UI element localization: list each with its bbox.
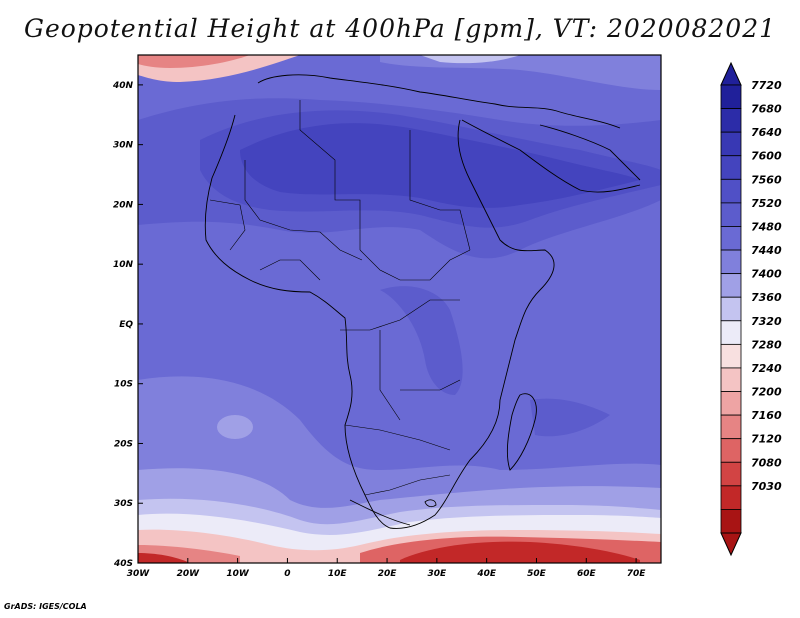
colorbar-swatch bbox=[720, 178, 742, 204]
colorbar-bottom-arrow bbox=[720, 532, 742, 557]
lat-tick-label: 20S bbox=[114, 439, 133, 449]
colorbar-level-label: 7320 bbox=[751, 315, 782, 328]
lon-tick-label: 20E bbox=[378, 569, 398, 579]
colorbar-swatch bbox=[720, 131, 742, 157]
colorbar-swatch bbox=[720, 509, 742, 534]
lon-tick-label: 20W bbox=[177, 569, 201, 579]
lon-tick-label: 0 bbox=[284, 569, 290, 579]
lat-tick-label: 30S bbox=[114, 499, 133, 509]
colorbar-level-label: 7440 bbox=[751, 244, 782, 257]
colorbar-swatch bbox=[720, 108, 742, 133]
coastlines bbox=[204, 74, 641, 529]
colorbar-level-label: 7240 bbox=[751, 362, 782, 375]
colorbar-level-label: 7480 bbox=[751, 220, 782, 233]
colorbar-swatch bbox=[720, 414, 742, 440]
colorbar-swatch bbox=[720, 296, 742, 322]
colorbar-level-label: 7520 bbox=[751, 197, 782, 210]
colorbar-level-label: 7640 bbox=[751, 126, 782, 139]
colorbar-level-label: 7360 bbox=[751, 291, 782, 304]
lon-tick-label: 70E bbox=[627, 569, 647, 579]
lat-tick-label: 40N bbox=[112, 81, 134, 91]
lon-tick-label: 50E bbox=[527, 569, 547, 579]
colorbar-level-label: 7160 bbox=[751, 409, 782, 422]
colorbar-level-label: 7120 bbox=[751, 433, 782, 446]
colorbar: 7720 7680 7640 7600 7560 7520 7480 7440 7400 7360… bbox=[720, 61, 782, 557]
country-borders bbox=[209, 100, 471, 496]
colorbar-swatch bbox=[720, 438, 742, 463]
lat-tick-label: 10N bbox=[113, 260, 134, 270]
colorbar-swatch bbox=[720, 320, 742, 345]
lon-tick-label: 30W bbox=[127, 569, 151, 579]
colorbar-swatch bbox=[720, 249, 742, 275]
colorbar-level-label: 7560 bbox=[751, 173, 782, 186]
lon-tick-label: 60E bbox=[577, 569, 597, 579]
colorbar-swatch bbox=[720, 226, 742, 251]
lat-tick-label: 30N bbox=[113, 141, 134, 151]
lon-tick-label: 30E bbox=[428, 569, 448, 579]
colorbar-level-label: 7400 bbox=[751, 268, 782, 281]
colorbar-swatch bbox=[720, 461, 742, 487]
colorbar-swatch bbox=[720, 485, 742, 510]
colorbar-level-label: 7600 bbox=[751, 150, 782, 163]
colorbar-swatch bbox=[720, 273, 742, 298]
colorbar-level-label: 7280 bbox=[751, 338, 782, 351]
map-figure: 40N 30N 20N 10N EQ 10S 20S 30S 40S 30W 20W 10W 0 10E… bbox=[112, 54, 782, 579]
colorbar-swatch bbox=[720, 202, 742, 227]
lat-tick-label: 40S bbox=[113, 559, 133, 569]
lat-tick-label: 10S bbox=[114, 380, 133, 390]
lat-tick-label: EQ bbox=[119, 320, 133, 330]
colorbar-swatch bbox=[720, 367, 742, 392]
colorbar-swatch bbox=[720, 84, 742, 109]
colorbar-level-label: 7080 bbox=[751, 456, 782, 469]
footer-credit: GrADS: IGES/COLA bbox=[4, 602, 87, 611]
longitude-axis: 30W 20W 10W 0 10E 20E 30E 40E 50E 60E 70E bbox=[127, 558, 647, 579]
latitude-axis: 40N 30N 20N 10N EQ 10S 20S 30S 40S bbox=[112, 81, 143, 569]
lat-tick-label: 20N bbox=[113, 200, 134, 210]
colorbar-level-label: 7200 bbox=[751, 386, 782, 399]
lon-tick-label: 10E bbox=[328, 569, 348, 579]
lon-tick-label: 10W bbox=[226, 569, 250, 579]
colorbar-level-label: 7030 bbox=[751, 480, 782, 493]
lon-tick-label: 40E bbox=[476, 569, 497, 579]
colorbar-level-label: 7680 bbox=[751, 103, 782, 116]
map-title: Geopotential Height at 400hPa [gpm], VT:… bbox=[23, 14, 777, 43]
colorbar-top-arrow bbox=[720, 61, 742, 86]
colorbar-swatch bbox=[720, 343, 742, 369]
height-field bbox=[138, 55, 661, 563]
plot-frame bbox=[137, 54, 662, 564]
colorbar-swatch bbox=[720, 155, 742, 180]
colorbar-level-label: 7720 bbox=[751, 79, 782, 92]
colorbar-swatch bbox=[720, 391, 742, 416]
